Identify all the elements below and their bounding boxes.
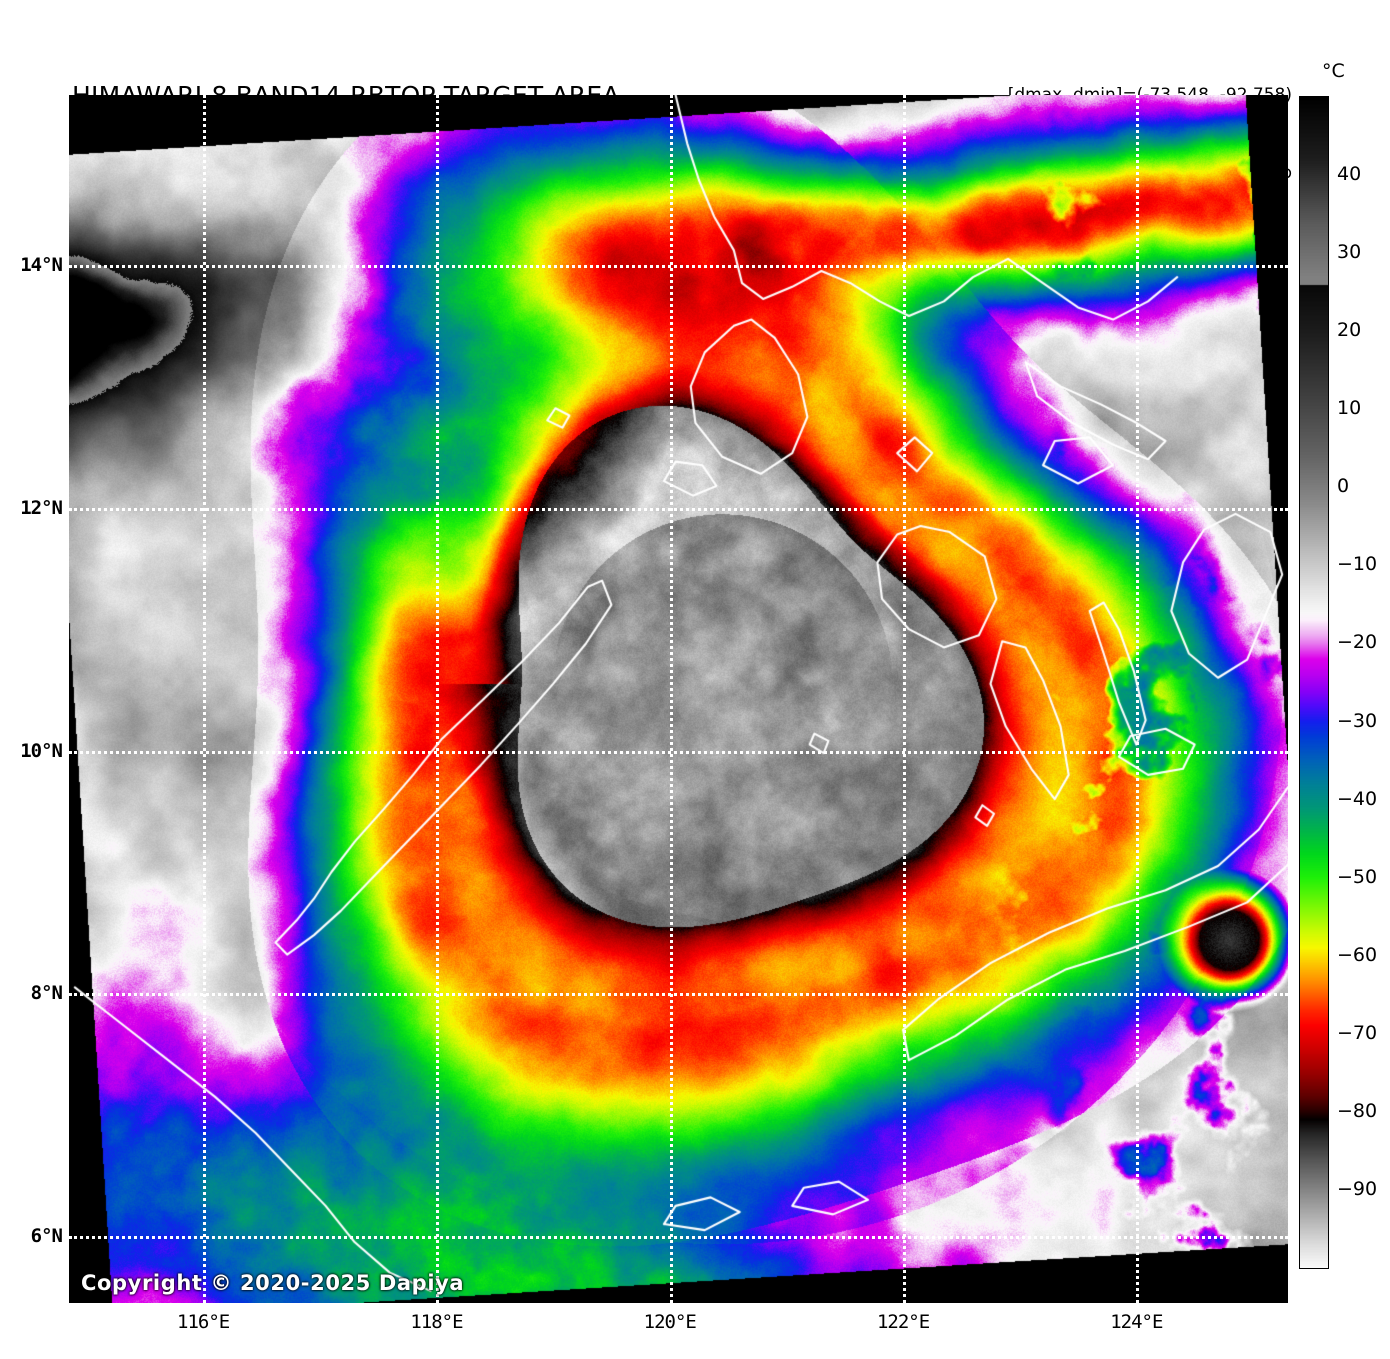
y-tick-6: 6°N [30, 1225, 63, 1248]
y-tick-8: 8°N [30, 982, 63, 1005]
colorbar-tick--70: −70 [1337, 1021, 1378, 1044]
y-tick-14: 14°N [20, 253, 63, 276]
colorbar-tick-20: 20 [1337, 319, 1362, 342]
colorbar-tick-40: 40 [1337, 163, 1362, 186]
x-tick-124: 124°E [1110, 1311, 1163, 1333]
x-tick-120: 120°E [643, 1311, 697, 1333]
x-tick-122: 122°E [876, 1311, 930, 1333]
satellite-image-panel: Copyright © 2020-2025 Dapiya [69, 95, 1288, 1303]
colorbar-tick--40: −40 [1337, 787, 1378, 810]
y-tick-12: 12°N [20, 496, 63, 519]
colorbar-tick--80: −80 [1337, 1099, 1378, 1122]
colorbar-tick-0: 0 [1337, 475, 1350, 498]
colorbar [1299, 96, 1329, 1269]
colorbar-tick-10: 10 [1337, 397, 1362, 420]
colorbar-tick--90: −90 [1337, 1177, 1378, 1200]
colorbar-tick--50: −50 [1337, 865, 1378, 888]
colorbar-tick--10: −10 [1337, 553, 1378, 576]
satellite-image-canvas [69, 95, 1288, 1303]
y-tick-10: 10°N [20, 739, 63, 762]
copyright-text: Copyright © 2020-2025 Dapiya [81, 1271, 465, 1295]
colorbar-unit-label: °C [1322, 60, 1345, 82]
x-tick-116: 116°E [177, 1311, 230, 1333]
x-tick-118: 118°E [410, 1311, 463, 1333]
colorbar-tick--60: −60 [1337, 943, 1378, 966]
colorbar-gradient [1300, 97, 1328, 1268]
colorbar-tick--20: −20 [1337, 631, 1378, 654]
colorbar-tick-30: 30 [1337, 241, 1362, 264]
colorbar-tick--30: −30 [1337, 709, 1378, 732]
